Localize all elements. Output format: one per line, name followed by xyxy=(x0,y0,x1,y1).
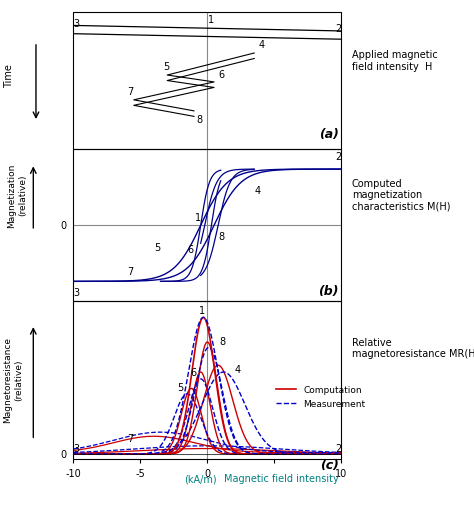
Text: 7: 7 xyxy=(128,86,134,96)
Text: 3: 3 xyxy=(73,443,80,453)
Text: 5: 5 xyxy=(164,62,170,72)
Text: Time: Time xyxy=(4,65,15,88)
Text: 7: 7 xyxy=(128,267,134,277)
Text: 4: 4 xyxy=(254,186,260,196)
Text: Relative
magnetoresistance MR(H): Relative magnetoresistance MR(H) xyxy=(352,337,474,359)
Text: 2: 2 xyxy=(335,443,341,453)
Text: 1: 1 xyxy=(209,15,214,25)
Text: Magnetic field intensity: Magnetic field intensity xyxy=(224,473,338,483)
Text: 0: 0 xyxy=(61,449,67,459)
Text: 1: 1 xyxy=(199,305,205,315)
Text: (kA/m): (kA/m) xyxy=(184,473,217,483)
Text: 7: 7 xyxy=(128,433,134,443)
Text: (c): (c) xyxy=(320,458,338,471)
Text: 2: 2 xyxy=(335,152,341,161)
Text: 5: 5 xyxy=(154,242,161,252)
Text: 2: 2 xyxy=(335,24,341,34)
Legend: Computation, Measurement: Computation, Measurement xyxy=(273,382,369,412)
Text: Magnetization
(relative): Magnetization (relative) xyxy=(8,163,27,227)
Text: Computed
magnetization
characteristics M(H): Computed magnetization characteristics M… xyxy=(352,178,450,212)
Text: Applied magnetic
field intensity  H: Applied magnetic field intensity H xyxy=(352,50,438,72)
Text: Magnetoresistance
(relative): Magnetoresistance (relative) xyxy=(3,336,23,422)
Text: 8: 8 xyxy=(219,336,226,346)
Text: 6: 6 xyxy=(218,70,224,80)
Text: 1: 1 xyxy=(194,213,201,223)
Text: 5: 5 xyxy=(177,382,183,392)
Text: 6: 6 xyxy=(187,244,193,255)
Text: 0: 0 xyxy=(61,221,67,231)
Text: 8: 8 xyxy=(197,115,203,124)
Text: 8: 8 xyxy=(218,232,224,242)
Text: 4: 4 xyxy=(234,365,240,375)
Text: 4: 4 xyxy=(258,40,264,50)
Text: 3: 3 xyxy=(73,287,80,297)
Text: (a): (a) xyxy=(319,128,338,140)
Text: 3: 3 xyxy=(73,19,80,29)
Text: (b): (b) xyxy=(318,284,338,297)
Text: 6: 6 xyxy=(191,367,197,377)
